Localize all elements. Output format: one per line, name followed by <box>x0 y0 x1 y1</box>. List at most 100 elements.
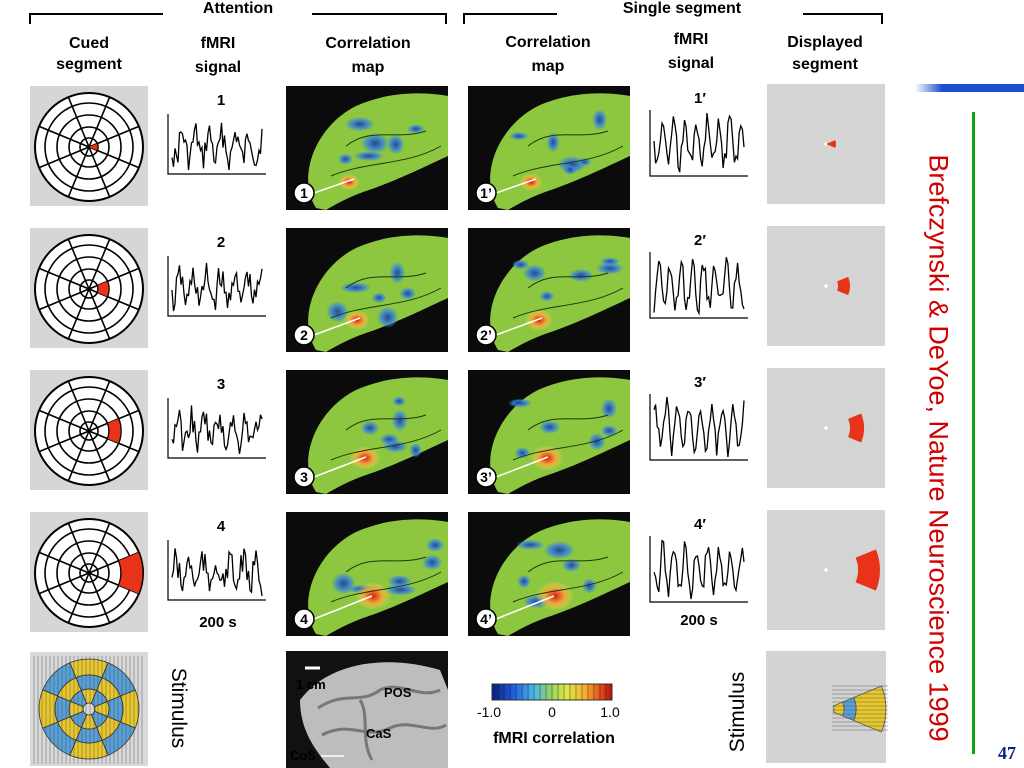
fmri-signal-trace-right <box>649 394 748 461</box>
fmri-signal-header-right-2: signal <box>668 55 714 72</box>
scale-label-right: 200 s <box>680 612 718 629</box>
map-marker <box>475 182 497 204</box>
citation: Brefczynski & DeYoe, Nature Neuroscience… <box>923 154 954 742</box>
fmri-signal-header-2: signal <box>195 59 241 76</box>
correlation-map-left: 4 <box>286 512 448 636</box>
colorbar-min-label: -1.0 <box>477 704 501 720</box>
figure-canvas: Attention Single segment Cued segment fM… <box>29 0 888 768</box>
single-segment-bracket <box>463 13 883 24</box>
figure: Attention Single segment Cued segment fM… <box>29 0 888 768</box>
correlation-map-header-right-2: map <box>532 58 565 75</box>
accent-blue-bar <box>915 84 1024 92</box>
map-marker-label: 1’ <box>480 185 492 201</box>
row-label: 3 <box>217 376 225 393</box>
map-marker <box>293 182 315 204</box>
displayed-segment-panel <box>767 510 885 630</box>
displayed-segment-panel <box>767 226 885 346</box>
figure-rows: 1 1 1’ 1′ 2 2 2’ 2′ 3 3 3’ 3′ 4 4 4’ 4′ 200 s 200 s <box>30 84 885 636</box>
row-label-right: 4′ <box>694 516 706 533</box>
displayed-segment-highlight <box>837 276 850 296</box>
cued-segment-panel <box>30 86 148 206</box>
cued-segment-panel <box>30 512 148 632</box>
correlation-map-header: Correlation <box>325 35 410 52</box>
correlation-map-right: 2’ <box>468 228 630 352</box>
map-marker <box>293 324 315 346</box>
map-marker-label: 2 <box>300 327 308 343</box>
fmri-signal-header: fMRI <box>201 35 236 52</box>
cued-segment-highlight <box>97 281 109 297</box>
row-label-right: 1′ <box>694 90 706 107</box>
cued-segment-header: Cued <box>69 35 109 52</box>
anatomy-panel: 1 cm POS CaS CoS <box>286 651 448 768</box>
map-marker <box>475 324 497 346</box>
fmri-signal-trace <box>167 398 266 459</box>
cos-label: CoS <box>290 748 316 763</box>
fmri-signal-header-right: fMRI <box>674 31 709 48</box>
cued-segment-panel <box>30 228 148 348</box>
figure-row: 2 2 2’ 2′ <box>30 226 885 352</box>
colorbar-max-label: 1.0 <box>600 704 620 720</box>
accent-green-line <box>972 112 975 754</box>
fmri-signal-trace-right <box>649 252 748 319</box>
fmri-signal-trace-right <box>649 110 748 177</box>
cas-label: CaS <box>366 726 392 741</box>
scale-bar-label: 1 cm <box>296 677 326 692</box>
map-marker <box>475 608 497 630</box>
stimulus-right-label: Stimulus <box>726 672 749 753</box>
correlation-map-header-right: Correlation <box>505 34 590 51</box>
cued-segment-highlight <box>89 143 98 151</box>
row-label-right: 3′ <box>694 374 706 391</box>
displayed-segment-highlight <box>848 413 864 443</box>
displayed-segment-panel <box>767 368 885 488</box>
correlation-map-header-2: map <box>352 59 385 76</box>
cued-segment-highlight <box>119 552 143 594</box>
correlation-map-right: 1’ <box>468 86 630 210</box>
map-marker-label: 4 <box>300 611 308 627</box>
stimulus-left-label: Stimulus <box>167 668 190 749</box>
fmri-signal-trace <box>167 256 266 317</box>
figure-row: 4 4 4’ 4′ <box>30 510 885 636</box>
map-marker-label: 3 <box>300 469 308 485</box>
map-marker <box>293 466 315 488</box>
fmri-signal-trace <box>167 114 266 175</box>
colorbar: -1.0 0 1.0 fMRI correlation <box>477 683 620 747</box>
colorbar-gradient <box>491 683 613 701</box>
row-label: 4 <box>217 518 226 535</box>
cued-segment-highlight <box>107 418 121 444</box>
pos-label: POS <box>384 685 412 700</box>
displayed-segment-highlight <box>826 140 836 148</box>
single-segment-title: Single segment <box>623 0 742 17</box>
map-marker-label: 2’ <box>480 327 492 343</box>
correlation-map-left: 2 <box>286 228 448 352</box>
page-number: 47 <box>998 743 1016 763</box>
map-marker-label: 3’ <box>480 469 492 485</box>
map-marker <box>293 608 315 630</box>
correlation-map-left: 3 <box>286 370 448 494</box>
colorbar-mid-label: 0 <box>548 704 556 720</box>
fmri-signal-trace <box>167 540 266 601</box>
attention-bracket <box>29 13 447 24</box>
stimulus-right-panel <box>766 651 888 763</box>
scale-label-left: 200 s <box>199 614 237 631</box>
stimulus-left-panel <box>30 652 148 766</box>
fmri-signal-trace-right <box>649 536 748 603</box>
cued-segment-header-2: segment <box>56 56 122 73</box>
map-marker-label: 1 <box>300 185 308 201</box>
correlation-map-right: 3’ <box>468 370 630 494</box>
figure-row: 3 3 3’ 3′ <box>30 368 885 494</box>
displayed-segment-panel <box>767 84 885 204</box>
colorbar-title: fMRI correlation <box>493 730 615 747</box>
map-marker-label: 4’ <box>480 611 492 627</box>
figure-row: 1 1 1’ 1′ <box>30 84 885 210</box>
row-label: 2 <box>217 234 225 251</box>
displayed-segment-header: Displayed <box>787 34 863 51</box>
displayed-segment-highlight <box>855 549 880 591</box>
attention-title: Attention <box>203 0 273 17</box>
row-label-right: 2′ <box>694 232 706 249</box>
cued-segment-panel <box>30 370 148 490</box>
map-marker <box>475 466 497 488</box>
displayed-segment-header-2: segment <box>792 56 858 73</box>
row-label: 1 <box>217 92 225 109</box>
correlation-map-left: 1 <box>286 86 448 210</box>
correlation-map-right: 4’ <box>468 512 630 636</box>
